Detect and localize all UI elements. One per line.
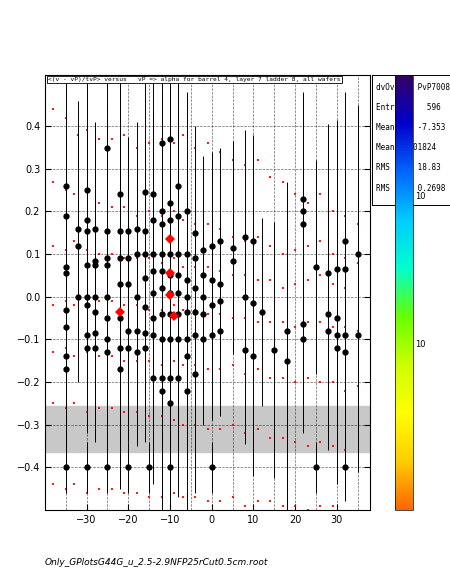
Text: 10: 10 [415, 192, 426, 201]
Text: dvOvertv PvP7008: dvOvertv PvP7008 [376, 83, 450, 92]
Text: Mean ●0.01824: Mean ●0.01824 [376, 143, 436, 152]
Text: RMS y    0.2698: RMS y 0.2698 [376, 183, 445, 193]
Text: <(v - vP)/tvP> versus   vP => alpha for barrel 4, layer 7 ladder 8, all wafers: <(v - vP)/tvP> versus vP => alpha for ba… [48, 77, 341, 82]
Text: 10: 10 [415, 340, 426, 349]
Bar [45, 405, 370, 453]
Text: Mean x   -7.353: Mean x -7.353 [376, 123, 445, 132]
Text: Only_GPlotsG44G_u_2.5-2.9NFP25rCut0.5cm.root: Only_GPlotsG44G_u_2.5-2.9NFP25rCut0.5cm.… [45, 558, 268, 567]
Text: RMS x    18.83: RMS x 18.83 [376, 163, 441, 172]
Text: Entries    596: Entries 596 [376, 103, 441, 112]
